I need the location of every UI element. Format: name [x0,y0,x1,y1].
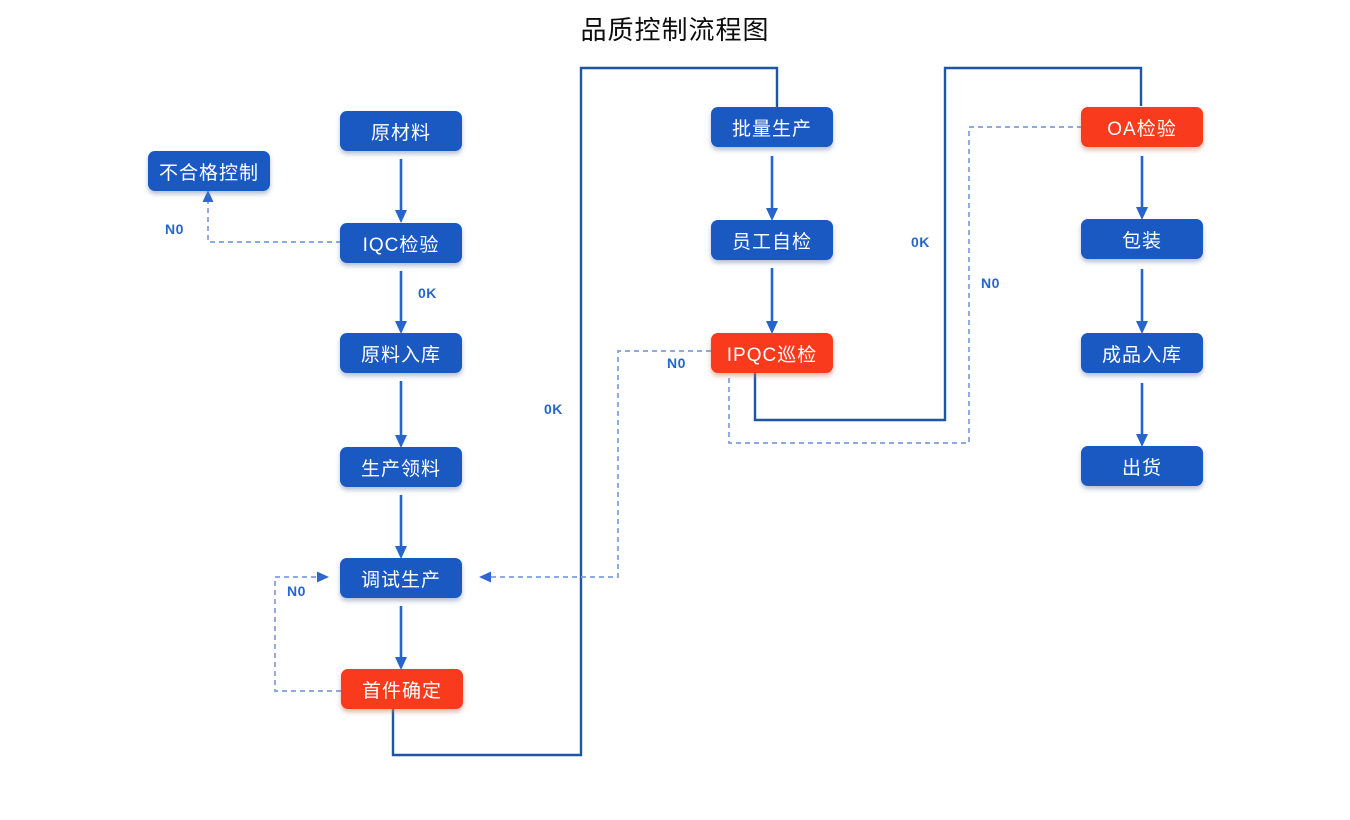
edge-label-trial-no: N0 [287,583,306,599]
node-finished-storage: 成品入库 [1081,333,1203,373]
node-raw-material: 原材料 [340,111,462,151]
edge-iqc-no-to-nonconforming [202,190,341,243]
edge-oa-no-to-ipqc [728,126,1082,444]
node-iqc-inspection: IQC检验 [340,223,462,263]
node-ipqc-patrol: IPQC巡检 [711,333,833,373]
node-batch-production: 批量生产 [711,107,833,147]
edge-label-ipqc-no: N0 [667,355,686,371]
edge-label-iqc-no: N0 [165,221,184,237]
diagram-title: 品质控制流程图 [580,16,770,45]
edge-firstarticle-no-to-trial [274,571,341,692]
edge-label-iqc-ok: 0K [418,285,437,301]
node-employee-self-check: 员工自检 [711,220,833,260]
edge-label-oa-no: N0 [981,275,1000,291]
node-production-picking: 生产领料 [340,447,462,487]
node-first-article-confirm: 首件确定 [341,669,463,709]
node-packaging: 包装 [1081,219,1203,259]
node-nonconforming-control: 不合格控制 [148,151,270,191]
edge-ipqc-ok-to-oa [753,66,1143,422]
node-shipment: 出货 [1081,446,1203,486]
edge-ipqc-no-to-trial [479,350,711,583]
edge-label-first-ok: 0K [544,401,563,417]
node-material-storage: 原料入库 [340,333,462,373]
node-oa-inspection: OA检验 [1081,107,1203,147]
edge-firstarticle-ok-to-batch [391,66,779,757]
edge-label-ipqc-ok: 0K [911,234,930,250]
node-trial-production: 调试生产 [340,558,462,598]
